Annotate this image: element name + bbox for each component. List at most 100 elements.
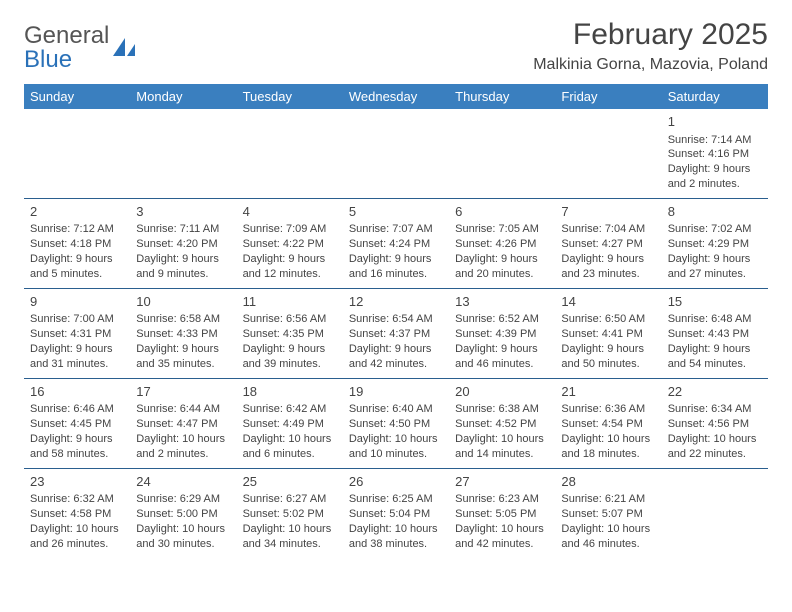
sunrise-text: Sunrise: 6:29 AM [136, 492, 230, 507]
calendar-day-empty [24, 109, 130, 198]
daylight-text: Daylight: 9 hours and 12 minutes. [243, 252, 337, 282]
calendar-day: 8Sunrise: 7:02 AMSunset: 4:29 PMDaylight… [662, 198, 768, 288]
calendar-day: 18Sunrise: 6:42 AMSunset: 4:49 PMDayligh… [237, 378, 343, 468]
sunset-text: Sunset: 4:22 PM [243, 237, 337, 252]
calendar-day-empty [449, 109, 555, 198]
location-subtitle: Malkinia Gorna, Mazovia, Poland [533, 56, 768, 74]
calendar-day: 17Sunrise: 6:44 AMSunset: 4:47 PMDayligh… [130, 378, 236, 468]
day-number: 3 [136, 203, 230, 221]
page-title: February 2025 [533, 18, 768, 52]
sunset-text: Sunset: 5:02 PM [243, 507, 337, 522]
sunrise-text: Sunrise: 6:50 AM [561, 312, 655, 327]
daylight-text: Daylight: 9 hours and 27 minutes. [668, 252, 762, 282]
sunrise-text: Sunrise: 6:48 AM [668, 312, 762, 327]
day-number: 19 [349, 383, 443, 401]
daylight-text: Daylight: 9 hours and 5 minutes. [30, 252, 124, 282]
day-header: Wednesday [343, 84, 449, 109]
sunset-text: Sunset: 4:54 PM [561, 417, 655, 432]
calendar-day: 15Sunrise: 6:48 AMSunset: 4:43 PMDayligh… [662, 288, 768, 378]
sunset-text: Sunset: 5:07 PM [561, 507, 655, 522]
sunset-text: Sunset: 4:49 PM [243, 417, 337, 432]
calendar-body: 1Sunrise: 7:14 AMSunset: 4:16 PMDaylight… [24, 109, 768, 558]
sunset-text: Sunset: 4:52 PM [455, 417, 549, 432]
daylight-text: Daylight: 9 hours and 23 minutes. [561, 252, 655, 282]
sunset-text: Sunset: 4:20 PM [136, 237, 230, 252]
day-number: 7 [561, 203, 655, 221]
daylight-text: Daylight: 9 hours and 50 minutes. [561, 342, 655, 372]
daylight-text: Daylight: 10 hours and 10 minutes. [349, 432, 443, 462]
day-number: 15 [668, 293, 762, 311]
calendar-day: 9Sunrise: 7:00 AMSunset: 4:31 PMDaylight… [24, 288, 130, 378]
day-number: 23 [30, 473, 124, 491]
day-number: 4 [243, 203, 337, 221]
calendar-day: 21Sunrise: 6:36 AMSunset: 4:54 PMDayligh… [555, 378, 661, 468]
day-number: 9 [30, 293, 124, 311]
day-number: 28 [561, 473, 655, 491]
daylight-text: Daylight: 10 hours and 14 minutes. [455, 432, 549, 462]
day-number: 16 [30, 383, 124, 401]
calendar-day: 19Sunrise: 6:40 AMSunset: 4:50 PMDayligh… [343, 378, 449, 468]
sunset-text: Sunset: 4:39 PM [455, 327, 549, 342]
day-header: Monday [130, 84, 236, 109]
calendar-day: 26Sunrise: 6:25 AMSunset: 5:04 PMDayligh… [343, 468, 449, 558]
calendar-week: 9Sunrise: 7:00 AMSunset: 4:31 PMDaylight… [24, 288, 768, 378]
calendar-day: 14Sunrise: 6:50 AMSunset: 4:41 PMDayligh… [555, 288, 661, 378]
calendar-table: SundayMondayTuesdayWednesdayThursdayFrid… [24, 84, 768, 558]
day-number: 2 [30, 203, 124, 221]
sunrise-text: Sunrise: 6:42 AM [243, 402, 337, 417]
sunset-text: Sunset: 4:35 PM [243, 327, 337, 342]
calendar-week: 1Sunrise: 7:14 AMSunset: 4:16 PMDaylight… [24, 109, 768, 198]
calendar-day: 13Sunrise: 6:52 AMSunset: 4:39 PMDayligh… [449, 288, 555, 378]
sunrise-text: Sunrise: 6:58 AM [136, 312, 230, 327]
calendar-day: 7Sunrise: 7:04 AMSunset: 4:27 PMDaylight… [555, 198, 661, 288]
day-number: 10 [136, 293, 230, 311]
sunrise-text: Sunrise: 7:09 AM [243, 222, 337, 237]
daylight-text: Daylight: 9 hours and 16 minutes. [349, 252, 443, 282]
sunrise-text: Sunrise: 6:44 AM [136, 402, 230, 417]
calendar-day-empty [343, 109, 449, 198]
sunset-text: Sunset: 5:00 PM [136, 507, 230, 522]
sunset-text: Sunset: 4:45 PM [30, 417, 124, 432]
day-number: 26 [349, 473, 443, 491]
calendar-week: 2Sunrise: 7:12 AMSunset: 4:18 PMDaylight… [24, 198, 768, 288]
sunrise-text: Sunrise: 7:11 AM [136, 222, 230, 237]
calendar-day: 16Sunrise: 6:46 AMSunset: 4:45 PMDayligh… [24, 378, 130, 468]
calendar-day: 24Sunrise: 6:29 AMSunset: 5:00 PMDayligh… [130, 468, 236, 558]
day-number: 8 [668, 203, 762, 221]
sunrise-text: Sunrise: 6:27 AM [243, 492, 337, 507]
sunrise-text: Sunrise: 7:07 AM [349, 222, 443, 237]
sunrise-text: Sunrise: 7:02 AM [668, 222, 762, 237]
sunrise-text: Sunrise: 7:04 AM [561, 222, 655, 237]
calendar-day: 12Sunrise: 6:54 AMSunset: 4:37 PMDayligh… [343, 288, 449, 378]
day-number: 17 [136, 383, 230, 401]
sunrise-text: Sunrise: 6:34 AM [668, 402, 762, 417]
calendar-day: 5Sunrise: 7:07 AMSunset: 4:24 PMDaylight… [343, 198, 449, 288]
daylight-text: Daylight: 10 hours and 30 minutes. [136, 522, 230, 552]
daylight-text: Daylight: 9 hours and 58 minutes. [30, 432, 124, 462]
day-number: 12 [349, 293, 443, 311]
sunset-text: Sunset: 4:16 PM [668, 147, 762, 162]
sunset-text: Sunset: 4:26 PM [455, 237, 549, 252]
logo-word2: Blue [24, 46, 72, 73]
sunrise-text: Sunrise: 6:46 AM [30, 402, 124, 417]
calendar-day: 25Sunrise: 6:27 AMSunset: 5:02 PMDayligh… [237, 468, 343, 558]
daylight-text: Daylight: 9 hours and 31 minutes. [30, 342, 124, 372]
calendar-day: 10Sunrise: 6:58 AMSunset: 4:33 PMDayligh… [130, 288, 236, 378]
sunrise-text: Sunrise: 7:00 AM [30, 312, 124, 327]
sunset-text: Sunset: 4:27 PM [561, 237, 655, 252]
daylight-text: Daylight: 10 hours and 42 minutes. [455, 522, 549, 552]
sunrise-text: Sunrise: 6:25 AM [349, 492, 443, 507]
sunrise-text: Sunrise: 7:05 AM [455, 222, 549, 237]
calendar-day: 1Sunrise: 7:14 AMSunset: 4:16 PMDaylight… [662, 109, 768, 198]
calendar-day: 3Sunrise: 7:11 AMSunset: 4:20 PMDaylight… [130, 198, 236, 288]
calendar-day: 27Sunrise: 6:23 AMSunset: 5:05 PMDayligh… [449, 468, 555, 558]
sunset-text: Sunset: 4:31 PM [30, 327, 124, 342]
sunrise-text: Sunrise: 6:54 AM [349, 312, 443, 327]
daylight-text: Daylight: 10 hours and 34 minutes. [243, 522, 337, 552]
sunset-text: Sunset: 4:18 PM [30, 237, 124, 252]
sunrise-text: Sunrise: 6:56 AM [243, 312, 337, 327]
daylight-text: Daylight: 9 hours and 46 minutes. [455, 342, 549, 372]
page-container: General Blue February 2025 Malkinia Gorn… [0, 0, 792, 568]
daylight-text: Daylight: 9 hours and 42 minutes. [349, 342, 443, 372]
daylight-text: Daylight: 10 hours and 26 minutes. [30, 522, 124, 552]
